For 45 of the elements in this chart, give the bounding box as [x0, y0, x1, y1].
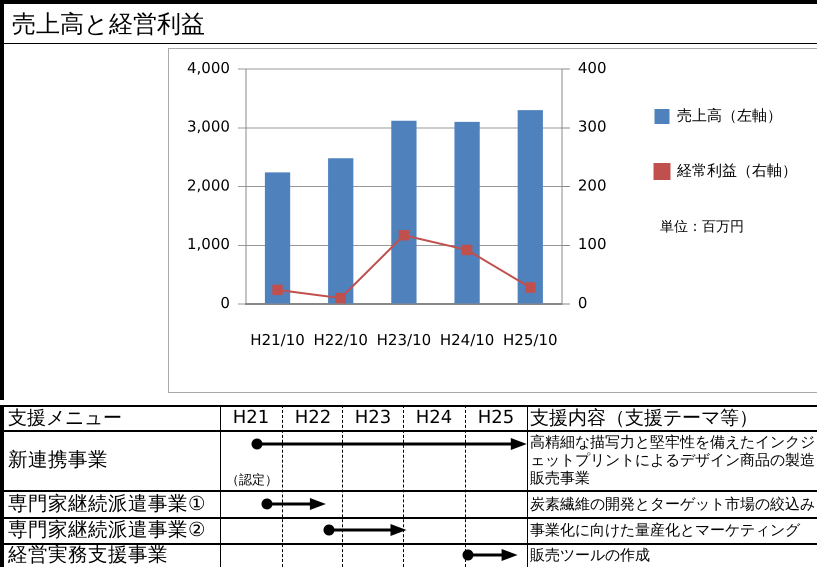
- x-tick-label: H23/10: [376, 330, 432, 349]
- point: [525, 282, 536, 293]
- y2-tick-label: 300: [578, 118, 607, 136]
- text: 単位：百万円: [660, 218, 744, 236]
- x-tick-label: H22/10: [313, 330, 368, 349]
- bar: [454, 122, 480, 304]
- category-label: H23: [354, 406, 392, 430]
- bar: [391, 120, 417, 304]
- category-label: 専門家継続派遣事業①: [8, 492, 206, 515]
- point: [398, 230, 410, 241]
- x-tick-label: H25/10: [503, 330, 558, 349]
- legend-label: 経常利益（右軸）: [676, 161, 797, 180]
- category-label: H24: [414, 406, 454, 430]
- category-label: 炭素繊維の開発とターゲット市場の絞込み: [530, 494, 815, 512]
- point: [272, 284, 283, 296]
- point: [462, 244, 472, 256]
- bar: [518, 110, 543, 304]
- y2-tick-label: 100: [578, 235, 607, 254]
- category-label: 専門家継続派遣事業②: [8, 518, 206, 542]
- category-label: 事業化に向けた量産化とマーケティング: [530, 521, 800, 539]
- chart-title: 売上高と経営利益: [0, 0, 817, 44]
- category-label: 高精細な描写力と堅牢性を備えたインクジェットプリントによるデザイン商品の製造販売事業: [530, 433, 815, 487]
- category-label: H21: [232, 406, 270, 430]
- category-label: 販売ツールの作成: [530, 546, 650, 564]
- legend-label: 売上高（左軸）: [677, 106, 782, 124]
- y-tick-label: 3,000: [186, 118, 230, 136]
- y-tick-label: 1,000: [186, 235, 230, 254]
- y2-tick-label: 200: [578, 176, 607, 194]
- y2-tick-label: 400: [578, 58, 607, 77]
- x-tick-label: H21/10: [250, 330, 305, 349]
- category-label: 新連携事業: [8, 448, 108, 472]
- text: 支援メニュー: [8, 406, 123, 430]
- bar: [264, 172, 290, 304]
- y-tick-label: 2,000: [186, 176, 230, 194]
- bar: [328, 158, 354, 304]
- text: （認定）: [226, 472, 279, 490]
- y2-tick-label: 0: [578, 294, 588, 312]
- category-label: H25: [476, 406, 516, 430]
- y-tick-label: 0: [220, 294, 230, 312]
- text: 支援内容（支援テーマ等）: [530, 406, 759, 430]
- x-tick-label: H24/10: [440, 330, 494, 349]
- category-label: H22: [294, 406, 332, 430]
- y-tick-label: 4,000: [186, 58, 230, 77]
- category-label: 経営実務支援事業: [8, 543, 168, 566]
- point: [335, 292, 346, 304]
